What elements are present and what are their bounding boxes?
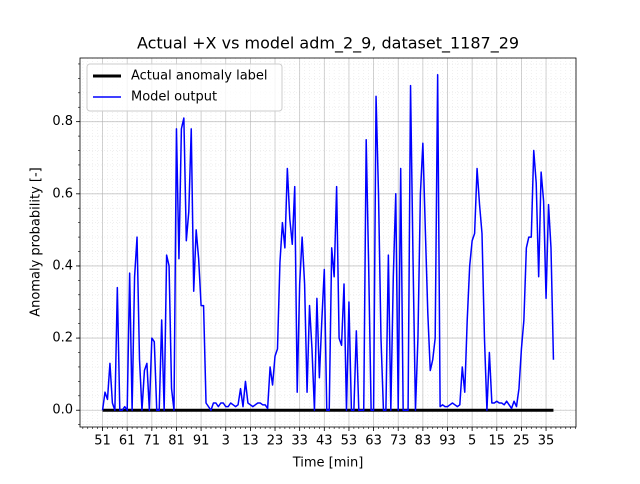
x-tick-label: 25 bbox=[513, 434, 530, 449]
x-tick-label: 53 bbox=[341, 434, 358, 449]
x-tick-label: 81 bbox=[168, 434, 185, 449]
legend-label: Actual anomaly label bbox=[131, 69, 268, 84]
x-tick-label: 73 bbox=[390, 434, 407, 449]
x-tick-label: 71 bbox=[144, 434, 161, 449]
legend-label: Model output bbox=[131, 90, 217, 105]
y-tick-label: 0.0 bbox=[52, 403, 73, 418]
x-tick-label: 51 bbox=[94, 434, 111, 449]
x-tick-label: 33 bbox=[291, 434, 308, 449]
legend-box bbox=[86, 63, 283, 112]
x-tick-label: 15 bbox=[489, 434, 506, 449]
x-tick-label: 23 bbox=[267, 434, 284, 449]
y-tick-label: 0.8 bbox=[52, 114, 73, 129]
y-axis-label: Anomaly probability [-] bbox=[29, 167, 44, 316]
chart-title: Actual +X vs model adm_2_9, dataset_1187… bbox=[137, 34, 519, 54]
x-tick-label: 13 bbox=[242, 434, 259, 449]
y-tick-label: 0.2 bbox=[52, 331, 73, 346]
series-line bbox=[101, 74, 555, 411]
x-tick-label: 35 bbox=[538, 434, 555, 449]
x-tick-label: 61 bbox=[119, 434, 136, 449]
x-tick-label: 3 bbox=[222, 434, 230, 449]
y-tick-label: 0.6 bbox=[52, 186, 73, 201]
x-tick-label: 63 bbox=[365, 434, 382, 449]
x-tick-label: 43 bbox=[316, 434, 333, 449]
x-tick-label: 93 bbox=[439, 434, 456, 449]
x-tick-label: 83 bbox=[415, 434, 432, 449]
y-tick-label: 0.4 bbox=[52, 258, 73, 273]
x-axis-label: Time [min] bbox=[292, 456, 364, 471]
x-tick-label: 91 bbox=[193, 434, 210, 449]
x-tick-label: 5 bbox=[468, 434, 476, 449]
plot-frame bbox=[79, 57, 577, 428]
